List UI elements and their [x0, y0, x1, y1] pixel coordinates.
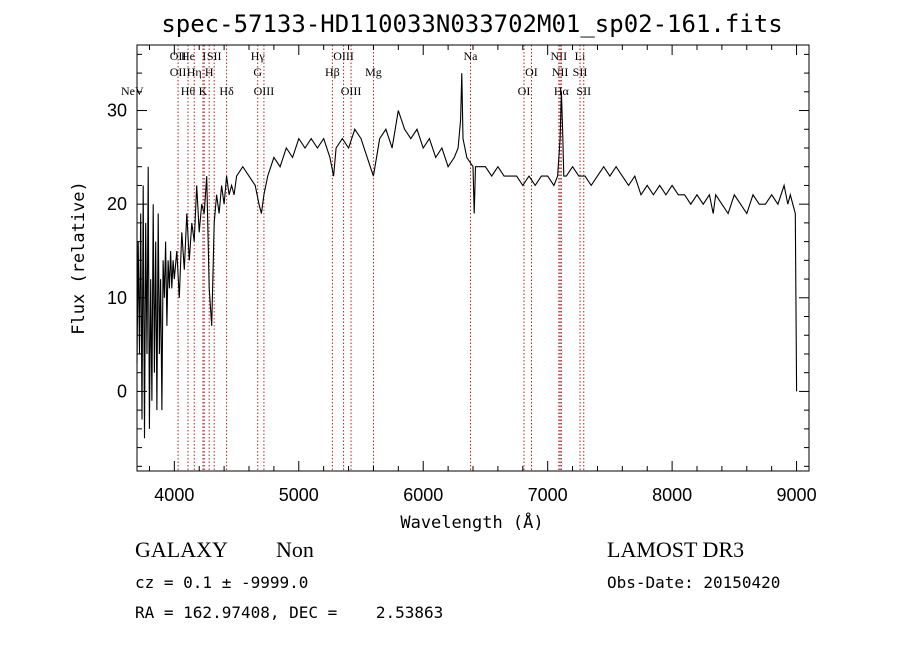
class-label: GALAXY: [135, 537, 228, 562]
x-tick-label-2: 6000: [403, 485, 443, 505]
subclass-label: Non: [276, 537, 314, 562]
line-label-11: Hγ: [251, 49, 266, 63]
line-label-4: He: [181, 49, 195, 63]
line-label-5: Hη: [187, 65, 202, 79]
line-label-0: NeV: [121, 84, 144, 98]
y-axis-label: Flux (relative): [69, 181, 89, 335]
x-tick-label-1: 5000: [279, 485, 319, 505]
spectrum-series-line: [136, 73, 798, 439]
survey-label: LAMOST DR3: [607, 537, 745, 562]
line-label-23: Hα: [554, 84, 570, 98]
plot-area: [136, 73, 798, 439]
plot-frame: [136, 44, 810, 472]
line-label-3: Hθ: [181, 84, 196, 98]
redshift-line: cz = 0.1 ± -9999.0: [135, 573, 309, 592]
line-label-7: H: [205, 65, 214, 79]
line-label-8: K: [199, 84, 208, 98]
chart-title: spec-57133-HD110033N033702M01_sp02-161.f…: [161, 10, 782, 38]
line-label-6: I: [202, 49, 206, 63]
x-axis-label: Wavelength (Å): [400, 511, 543, 533]
line-label-21: NII: [551, 49, 568, 63]
line-label-14: OIII: [333, 49, 354, 63]
line-label-24: Li: [575, 49, 586, 63]
line-label-18: Na: [464, 49, 479, 63]
line-label-15: Hβ: [325, 65, 340, 79]
y-tick-label-0: 0: [117, 381, 127, 401]
x-tick-label-0: 4000: [154, 485, 194, 505]
y-tick-label-1: 10: [107, 288, 127, 308]
axis-ticks: 4000 5000 6000 7000 8000 9000 0 10 20 30: [107, 45, 817, 505]
line-label-20: OI: [518, 84, 531, 98]
line-label-13: OIII: [254, 84, 275, 98]
coordinates-line: RA = 162.97408, DEC = 2.53863: [135, 603, 444, 622]
line-label-10: Hδ: [219, 84, 234, 98]
y-tick-label-2: 20: [107, 194, 127, 214]
line-label-26: SII: [576, 84, 591, 98]
line-label-12: G: [253, 65, 262, 79]
x-tick-label-5: 9000: [777, 485, 817, 505]
x-tick-label-4: 8000: [652, 485, 692, 505]
line-label-16: OIII: [341, 84, 362, 98]
x-tick-label-3: 7000: [528, 485, 568, 505]
line-label-22: NII: [552, 65, 569, 79]
observation-date: Obs-Date: 20150420: [607, 573, 781, 592]
spectral-line-markers: NeVOIIOIIHθHeHηIHKSIIHδHγGOIIIOIIIHβOIII…: [121, 45, 591, 471]
line-label-2: OII: [170, 65, 187, 79]
line-label-25: SII: [573, 65, 588, 79]
line-label-9: SII: [207, 49, 222, 63]
line-label-17: Mg: [365, 65, 382, 79]
line-label-19: OI: [525, 65, 538, 79]
y-tick-label-3: 30: [107, 101, 127, 121]
